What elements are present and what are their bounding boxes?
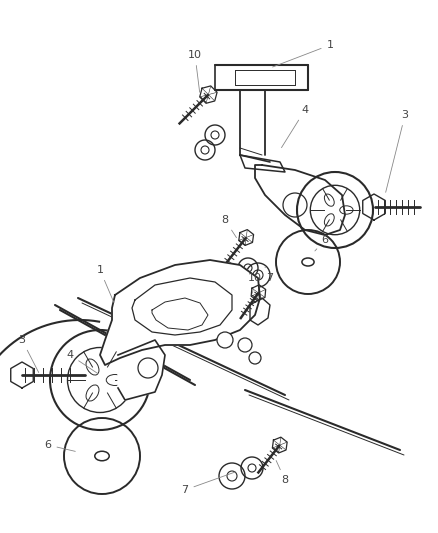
Text: 7: 7 (181, 472, 235, 495)
Circle shape (216, 332, 233, 348)
Text: 8: 8 (221, 215, 236, 238)
Text: 6: 6 (314, 235, 328, 251)
Polygon shape (152, 298, 208, 330)
Circle shape (248, 352, 261, 364)
Text: 10: 10 (187, 50, 201, 92)
Polygon shape (118, 340, 165, 400)
Polygon shape (132, 278, 231, 335)
Circle shape (237, 338, 251, 352)
Text: 3: 3 (385, 110, 408, 192)
Text: 6: 6 (44, 440, 75, 451)
Circle shape (138, 358, 158, 378)
Text: 7: 7 (265, 267, 273, 283)
Text: 3: 3 (18, 335, 39, 373)
Text: 1: 1 (96, 265, 113, 302)
Text: 4: 4 (66, 350, 98, 374)
Polygon shape (100, 260, 259, 365)
Text: 4: 4 (281, 105, 308, 148)
Text: 10: 10 (247, 273, 261, 293)
Text: 1: 1 (272, 40, 333, 67)
Text: 8: 8 (276, 461, 288, 485)
